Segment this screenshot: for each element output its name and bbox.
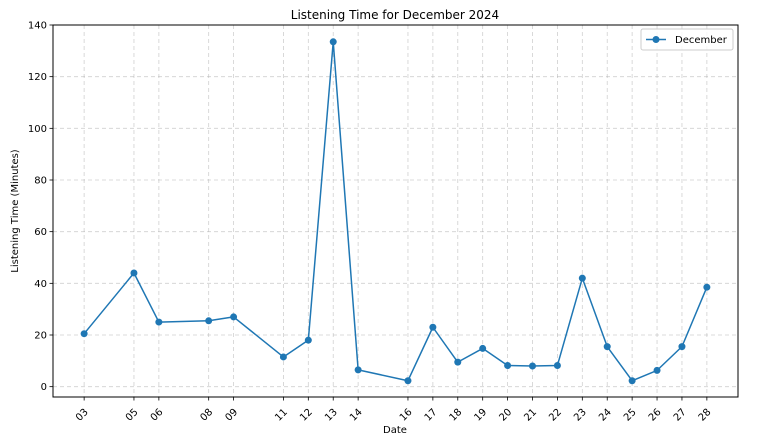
data-point bbox=[130, 269, 138, 277]
x-tick-label: 28 bbox=[697, 407, 714, 424]
data-point bbox=[80, 330, 88, 338]
x-tick-label: 03 bbox=[74, 407, 91, 424]
y-axis: 0 20 40 60 80 100 120 140 bbox=[28, 21, 53, 393]
y-tick-label: 140 bbox=[28, 21, 47, 32]
data-point bbox=[653, 366, 661, 374]
y-tick-label: 80 bbox=[34, 176, 47, 187]
x-tick-label: 12 bbox=[298, 407, 315, 424]
x-tick-label: 25 bbox=[622, 407, 639, 424]
chart-title: Listening Time for December 2024 bbox=[291, 8, 499, 22]
data-point bbox=[279, 353, 287, 361]
data-point bbox=[678, 343, 686, 351]
grid-lines bbox=[53, 24, 738, 397]
x-tick-label: 05 bbox=[124, 407, 141, 424]
x-tick-label: 20 bbox=[497, 407, 514, 424]
data-point bbox=[603, 343, 611, 351]
y-tick-label: 40 bbox=[34, 279, 47, 290]
y-tick-label: 100 bbox=[28, 124, 47, 135]
y-tick-label: 120 bbox=[28, 72, 47, 83]
x-tick-label: 14 bbox=[348, 407, 365, 424]
legend: December bbox=[640, 28, 734, 51]
x-tick-label: 18 bbox=[448, 407, 465, 424]
x-tick-label: 17 bbox=[423, 407, 440, 424]
data-point bbox=[205, 317, 213, 325]
x-tick-label: 13 bbox=[323, 407, 340, 424]
x-tick-label: 16 bbox=[398, 407, 415, 424]
x-tick-label: 09 bbox=[223, 407, 240, 424]
data-point bbox=[404, 377, 412, 385]
plot-frame bbox=[52, 24, 739, 398]
series-layer bbox=[80, 38, 711, 385]
y-tick-label: 0 bbox=[41, 382, 47, 393]
legend-box bbox=[640, 28, 734, 51]
data-point bbox=[454, 358, 462, 366]
data-point bbox=[628, 377, 636, 385]
data-point bbox=[578, 274, 586, 282]
x-tick-label: 23 bbox=[572, 407, 589, 424]
data-point bbox=[329, 38, 337, 46]
x-tick-label: 08 bbox=[199, 407, 216, 424]
data-point bbox=[155, 318, 163, 326]
data-point bbox=[703, 283, 711, 291]
x-tick-label: 19 bbox=[473, 407, 490, 424]
x-axis-label: Date bbox=[383, 425, 407, 436]
y-tick-label: 60 bbox=[34, 227, 47, 238]
data-point bbox=[429, 323, 437, 331]
x-tick-label: 11 bbox=[273, 407, 290, 424]
data-point bbox=[354, 366, 362, 374]
data-point bbox=[479, 344, 487, 352]
data-point bbox=[230, 313, 238, 321]
x-tick-label: 21 bbox=[522, 407, 539, 424]
data-point bbox=[304, 336, 312, 344]
data-point bbox=[529, 362, 536, 370]
x-tick-label: 24 bbox=[597, 407, 614, 424]
legend-label-december: December bbox=[675, 35, 728, 46]
data-point bbox=[553, 361, 561, 369]
x-tick-label: 26 bbox=[647, 407, 664, 424]
x-tick-label: 06 bbox=[149, 407, 166, 424]
x-axis: 03 05 06 08 09 11 12 13 14 16 17 18 19 20 21 22 23 24 25 26… bbox=[74, 397, 714, 424]
y-axis-label: Listening Time (Minutes) bbox=[10, 149, 21, 273]
legend-point-marker bbox=[652, 36, 660, 43]
y-tick-label: 20 bbox=[34, 331, 47, 342]
data-point bbox=[504, 361, 512, 369]
x-tick-label: 27 bbox=[672, 407, 689, 424]
x-tick-label: 22 bbox=[547, 407, 564, 424]
series-line-december bbox=[83, 41, 708, 382]
